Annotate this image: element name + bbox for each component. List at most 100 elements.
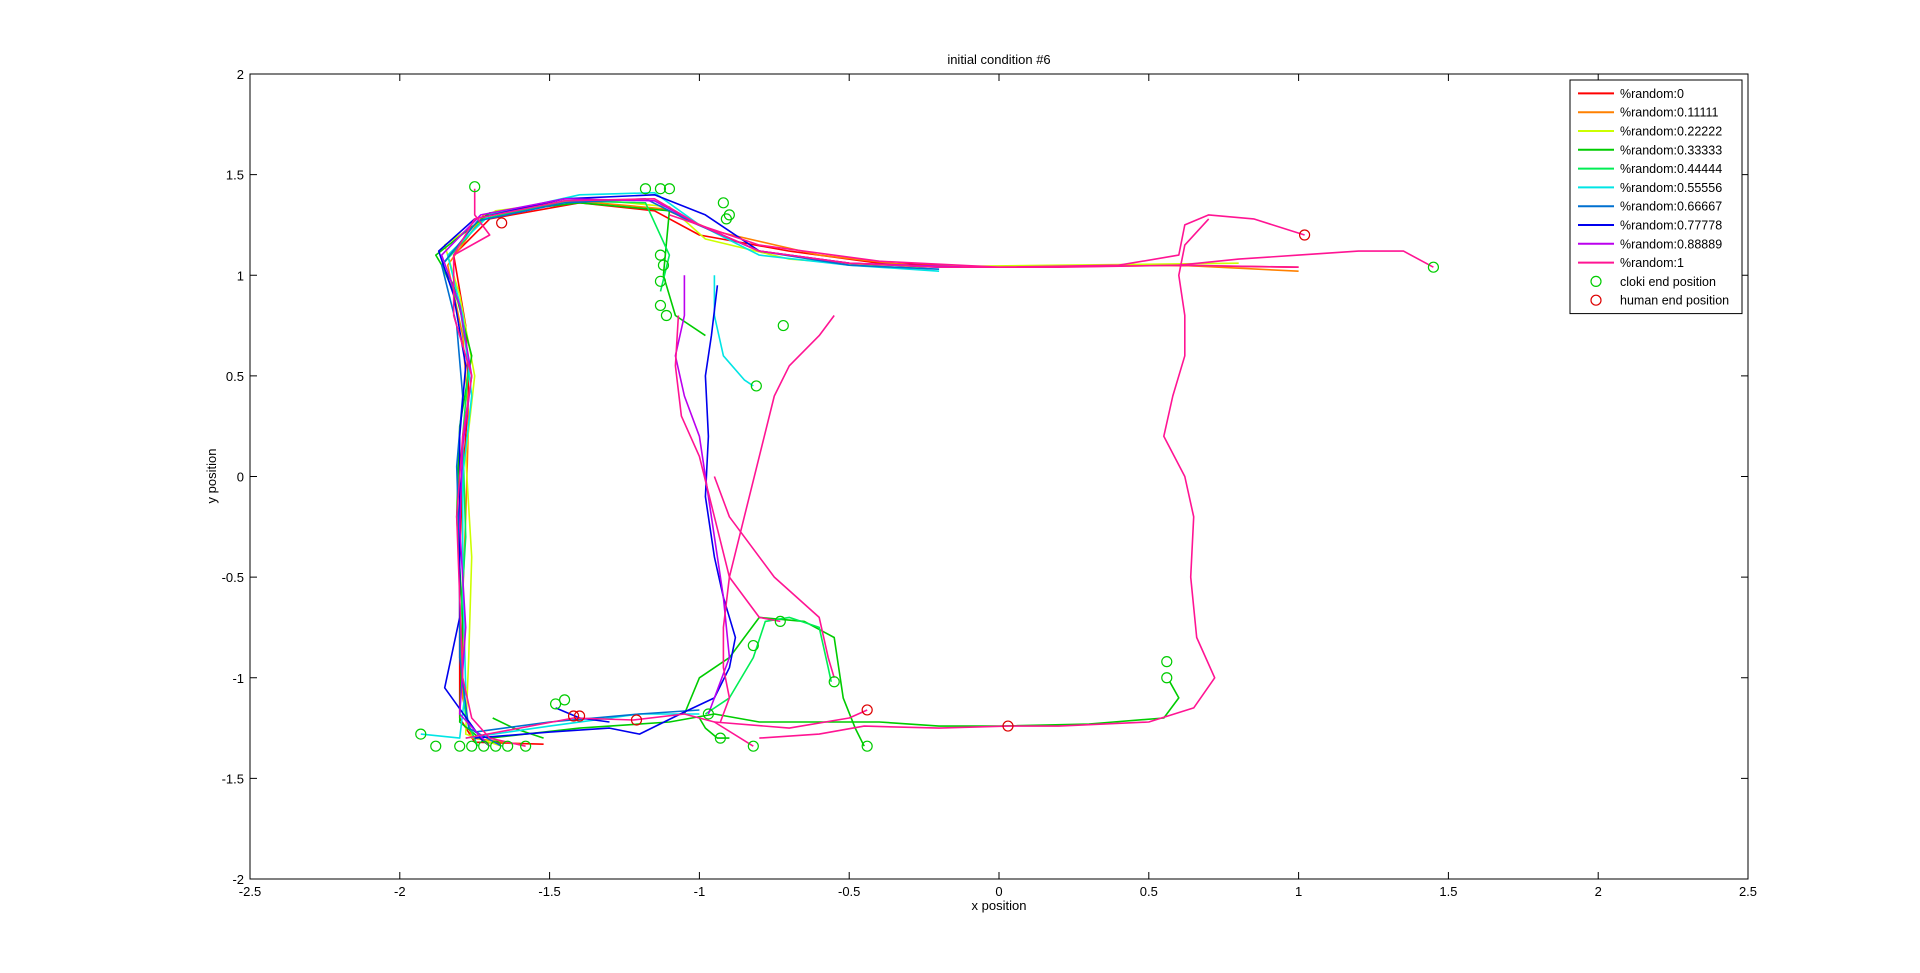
cloki-end-marker <box>861 740 873 752</box>
cloki-end-marker <box>478 740 490 752</box>
x-axis-label: x position <box>972 898 1027 913</box>
cloki-end-marker <box>466 740 478 752</box>
y-tick-label: 0 <box>237 470 244 485</box>
legend-entry: %random:0.66667 <box>1578 200 1722 214</box>
legend-label: human end position <box>1620 294 1729 308</box>
series-layer <box>420 188 1434 747</box>
x-tick-label: 1 <box>1295 884 1302 899</box>
y-tick-label: 1.5 <box>226 168 244 183</box>
legend-box <box>1569 79 1743 315</box>
legend-label: %random:0.66667 <box>1620 200 1722 214</box>
human-end-marker <box>573 710 586 722</box>
x-tick-label: 2 <box>1595 884 1602 899</box>
cloki-end-marker <box>502 740 514 752</box>
human-end-marker <box>1002 720 1014 732</box>
trajectory-line <box>714 709 868 729</box>
human-end-marker <box>567 710 580 722</box>
chart-title: initial condition #6 <box>947 52 1050 67</box>
legend-marker-swatch <box>1590 275 1602 287</box>
trajectory-line <box>719 315 835 723</box>
legend: %random:0 %random:0.11111 %random:0.22222%… <box>1569 79 1743 315</box>
legend-label: %random:0.88889 <box>1620 237 1722 251</box>
cloki-end-marker <box>750 380 762 392</box>
series-9 <box>452 188 1434 747</box>
cloki-end-marker <box>654 299 667 312</box>
trajectory-line <box>698 717 730 739</box>
cloki-end-marker <box>1427 261 1440 273</box>
cloki-end-marker <box>702 708 714 720</box>
human-end-marker <box>496 217 508 229</box>
legend-entry: %random:0.77778 <box>1578 219 1722 233</box>
legend-marker-swatch <box>1590 294 1602 306</box>
x-tick-label: -2 <box>394 884 406 899</box>
legend-entry: %random:1 <box>1578 256 1684 270</box>
end-marker-layer <box>415 181 1440 752</box>
x-tick-label: -2.5 <box>239 884 261 899</box>
cloki-end-marker <box>1161 672 1173 684</box>
cloki-end-marker <box>720 213 732 225</box>
cloki-end-marker <box>415 728 427 740</box>
legend-entry: %random:0.33333 <box>1578 143 1722 157</box>
trajectory-line <box>669 214 1305 268</box>
legend-label: %random:1 <box>1620 256 1684 270</box>
y-tick-label: 0.5 <box>226 369 244 384</box>
trajectory-line <box>492 717 544 739</box>
trajectory-line <box>713 275 754 387</box>
cloki-end-marker <box>747 639 759 652</box>
cloki-end-marker <box>490 740 502 752</box>
x-tick-label: 2.5 <box>1739 884 1757 899</box>
legend-label: %random:0.77778 <box>1620 219 1722 233</box>
cloki-end-marker <box>663 183 676 195</box>
cloki-end-marker <box>777 319 789 332</box>
trajectory-line <box>1008 218 1216 727</box>
legend-label: cloki end position <box>1620 275 1716 289</box>
legend-entry: %random:0.88889 <box>1578 237 1722 251</box>
x-tick-label: 0 <box>995 884 1002 899</box>
trajectory-line <box>759 725 1009 739</box>
legend-label: %random:0.11111 <box>1620 106 1718 120</box>
cloki-end-marker <box>654 183 667 195</box>
trajectory-line <box>452 188 526 747</box>
legend-label: %random:0 <box>1620 87 1684 101</box>
y-tick-label: 1 <box>237 268 244 283</box>
cloki-end-marker <box>657 259 670 271</box>
cloki-end-marker <box>660 309 673 322</box>
cloki-end-marker <box>714 732 726 744</box>
human-end-marker <box>861 704 873 716</box>
cloki-end-marker <box>469 181 481 193</box>
legend-entry: %random:0.22222 <box>1578 125 1722 139</box>
cloki-end-marker <box>747 740 759 752</box>
cloki-end-marker <box>654 249 667 261</box>
y-tick-label: -1 <box>232 671 244 686</box>
trajectory-line <box>474 285 737 739</box>
cloki-end-marker <box>717 197 729 209</box>
trajectory-line <box>453 198 1299 268</box>
legend-label: %random:0.55556 <box>1620 181 1722 195</box>
legend-entry: human end position <box>1590 294 1729 308</box>
x-tick-label: 1.5 <box>1439 884 1457 899</box>
y-tick-label: 2 <box>237 67 244 82</box>
legend-entry: %random:0.44444 <box>1578 162 1722 176</box>
legend-entry: %random:0.11111 <box>1578 106 1718 120</box>
legend-label: %random:0.33333 <box>1620 143 1722 157</box>
cloki-end-marker <box>1161 656 1173 668</box>
cloki-end-marker <box>549 698 562 710</box>
legend-label: %random:0.22222 <box>1620 125 1722 139</box>
x-tick-label: 0.5 <box>1140 884 1158 899</box>
x-tick-label: -1.5 <box>538 884 560 899</box>
legend-entry: %random:0 <box>1578 87 1684 101</box>
legend-entry: %random:0.55556 <box>1578 181 1722 195</box>
legend-label: %random:0.44444 <box>1620 162 1722 176</box>
cloki-end-marker <box>774 615 786 628</box>
y-tick-label: -2 <box>232 872 244 887</box>
y-axis-label: y position <box>204 449 219 504</box>
human-end-marker <box>1298 229 1311 241</box>
y-tick-label: -0.5 <box>222 570 244 585</box>
cloki-end-marker <box>454 740 466 752</box>
cloki-end-marker <box>828 676 840 688</box>
trajectory-line <box>1178 250 1434 268</box>
cloki-end-marker <box>430 740 442 752</box>
x-tick-label: -0.5 <box>838 884 860 899</box>
